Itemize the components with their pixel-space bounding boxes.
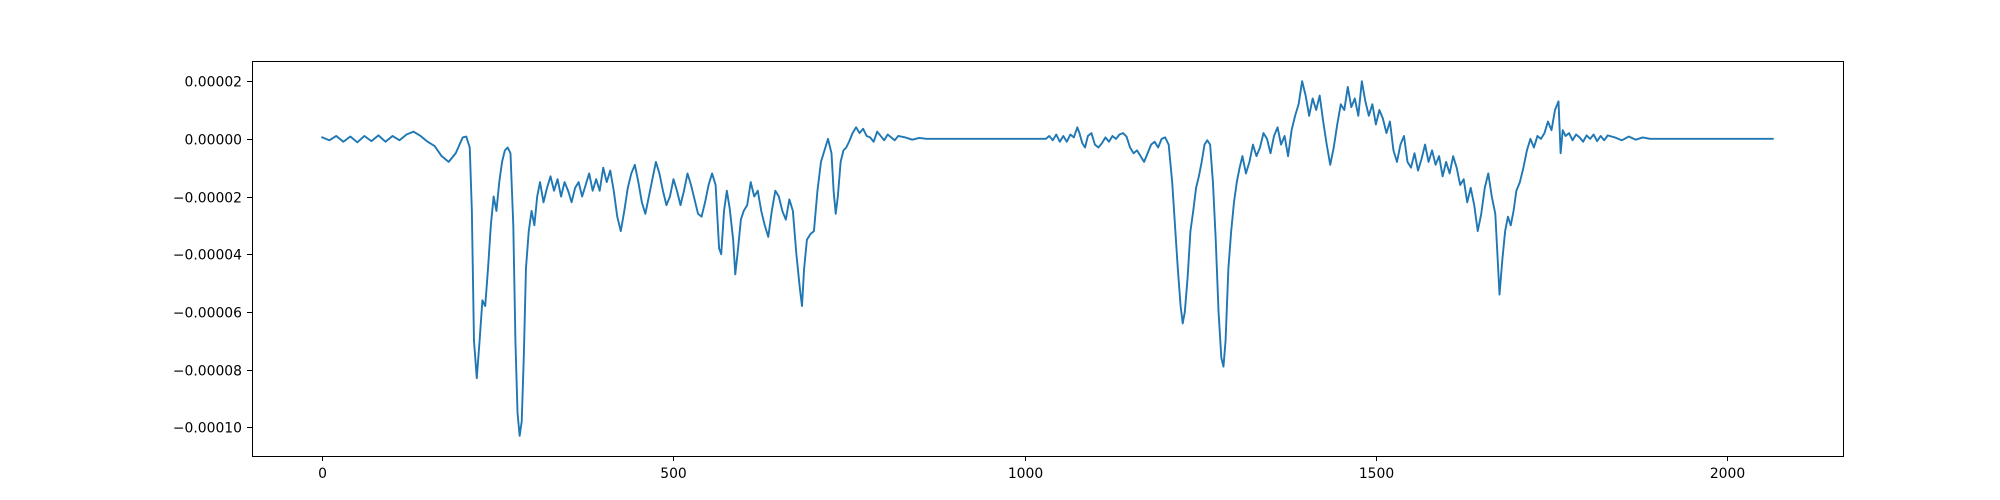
y-tick-label: −0.00008	[173, 364, 242, 380]
x-axis-ticks: 0 500 1000 1500 2000	[318, 456, 1745, 482]
y-tick-label: −0.00006	[173, 306, 242, 322]
x-tick-label: 1000	[1008, 466, 1043, 482]
series-layer	[321, 80, 1774, 437]
y-axis-ticks: 0.00002 0.00000 −0.00002 −0.00004 −0.00006 −0…	[173, 75, 252, 437]
x-tick-label: 1500	[1359, 466, 1394, 482]
x-tick-label: 0	[318, 466, 327, 482]
x-tick-label: 500	[660, 466, 687, 482]
y-tick-label: −0.00010	[173, 421, 242, 437]
y-tick-label: 0.00000	[185, 133, 242, 149]
x-tick-label: 2000	[1710, 466, 1745, 482]
series-line-1	[321, 80, 1774, 437]
y-tick-label: −0.00004	[173, 248, 242, 264]
plot-frame	[252, 61, 1844, 457]
y-tick-label: −0.00002	[173, 191, 242, 207]
y-tick-label: 0.00002	[185, 75, 242, 91]
